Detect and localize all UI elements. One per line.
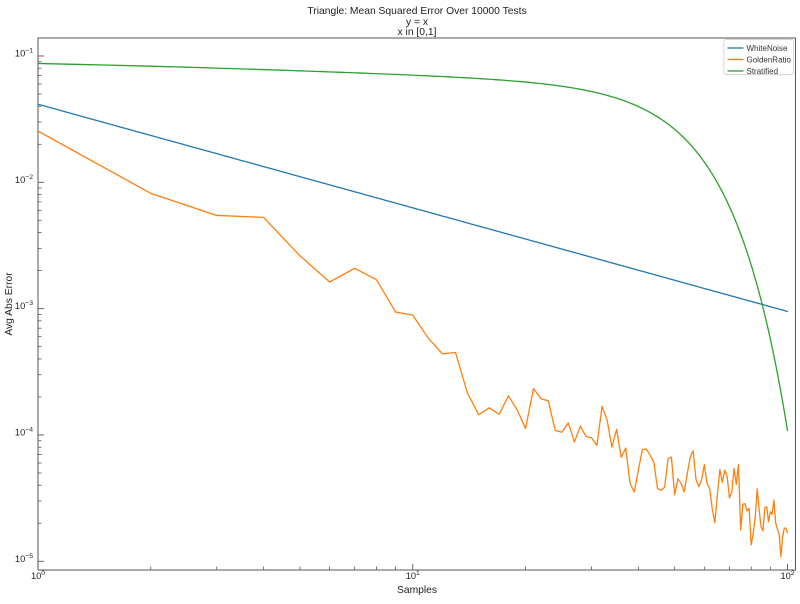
svg-text:GoldenRatio: GoldenRatio [747, 55, 792, 64]
svg-text:Avg Abs Error: Avg Abs Error [4, 272, 15, 336]
svg-text:Triangle: Mean Squared Error O: Triangle: Mean Squared Error Over 10000 … [307, 6, 526, 17]
svg-text:WhiteNoise: WhiteNoise [747, 44, 788, 53]
svg-text:Samples: Samples [397, 585, 437, 596]
svg-text:x in [0,1]: x in [0,1] [398, 27, 437, 38]
svg-text:Stratified: Stratified [747, 67, 779, 76]
